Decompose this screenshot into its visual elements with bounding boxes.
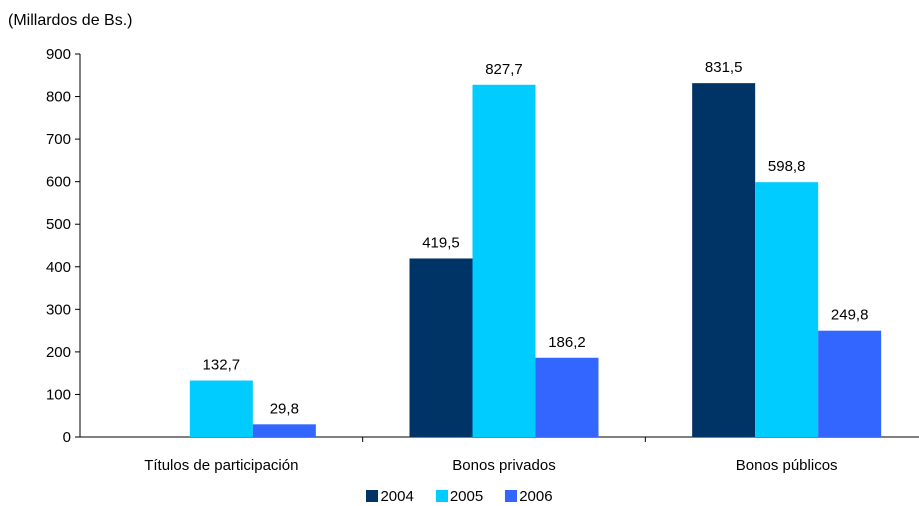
- legend-label-2006: 2006: [519, 487, 553, 505]
- data-label-2005-2: 598,8: [768, 158, 806, 175]
- y-tick-label-400: 400: [46, 259, 71, 276]
- data-label-2004-1: 419,5: [422, 234, 460, 251]
- bars: [189, 83, 882, 437]
- data-labels: 132,7 29,8 419,5 827,7 186,2 831,5 598,8 249,8: [203, 59, 869, 417]
- legend-swatch-2004: [366, 490, 379, 502]
- data-label-2005-1: 827,7: [485, 61, 523, 78]
- y-tick-label-800: 800: [46, 89, 71, 106]
- bar-chart: 0 100 200 300 400 500 600 700 800 900 Títulos de p…: [46, 46, 919, 474]
- y-tick-label-500: 500: [46, 216, 71, 233]
- legend-swatch-2006: [505, 490, 518, 502]
- y-tick-label-100: 100: [46, 386, 71, 403]
- legend-item-2006: 2006: [505, 486, 553, 506]
- y-tick-label-0: 0: [63, 429, 71, 446]
- data-label-2005-0: 132,7: [203, 357, 241, 374]
- bar-2006-0: [252, 424, 316, 437]
- x-tick-label-1: Bonos privados: [452, 457, 555, 474]
- bar-2006-1: [535, 357, 599, 437]
- bar-2005-1: [472, 84, 536, 437]
- y-tick-label-700: 700: [46, 131, 71, 148]
- legend-label-2004: 2004: [380, 487, 414, 505]
- y-tick-label-600: 600: [46, 174, 71, 191]
- x-tick-label-0: Títulos de participación: [144, 457, 298, 474]
- data-label-2006-1: 186,2: [548, 334, 586, 351]
- bar-2004-2: [692, 83, 756, 437]
- bar-2005-2: [755, 182, 819, 437]
- y-tick-label-200: 200: [46, 344, 71, 361]
- bar-2004-1: [409, 258, 473, 437]
- y-tick-label-300: 300: [46, 301, 71, 318]
- bar-2006-2: [818, 330, 882, 437]
- axes: 0 100 200 300 400 500 600 700 800 900 Títulos de p…: [46, 46, 919, 474]
- legend-item-2005: 2005: [435, 486, 484, 506]
- y-axis-unit-label: (Millardos de Bs.): [8, 12, 133, 29]
- y-tick-label-900: 900: [46, 46, 71, 63]
- legend: 2004 2005 2006: [0, 486, 919, 506]
- x-tick-label-2: Bonos públicos: [736, 457, 838, 474]
- data-label-2004-2: 831,5: [705, 59, 743, 76]
- data-label-2006-0: 29,8: [270, 400, 299, 417]
- bar-2005-0: [189, 380, 253, 437]
- legend-label-2005: 2005: [449, 487, 484, 505]
- legend-item-2004: 2004: [366, 486, 414, 506]
- data-label-2006-2: 249,8: [831, 307, 869, 324]
- legend-swatch-2005: [435, 490, 448, 502]
